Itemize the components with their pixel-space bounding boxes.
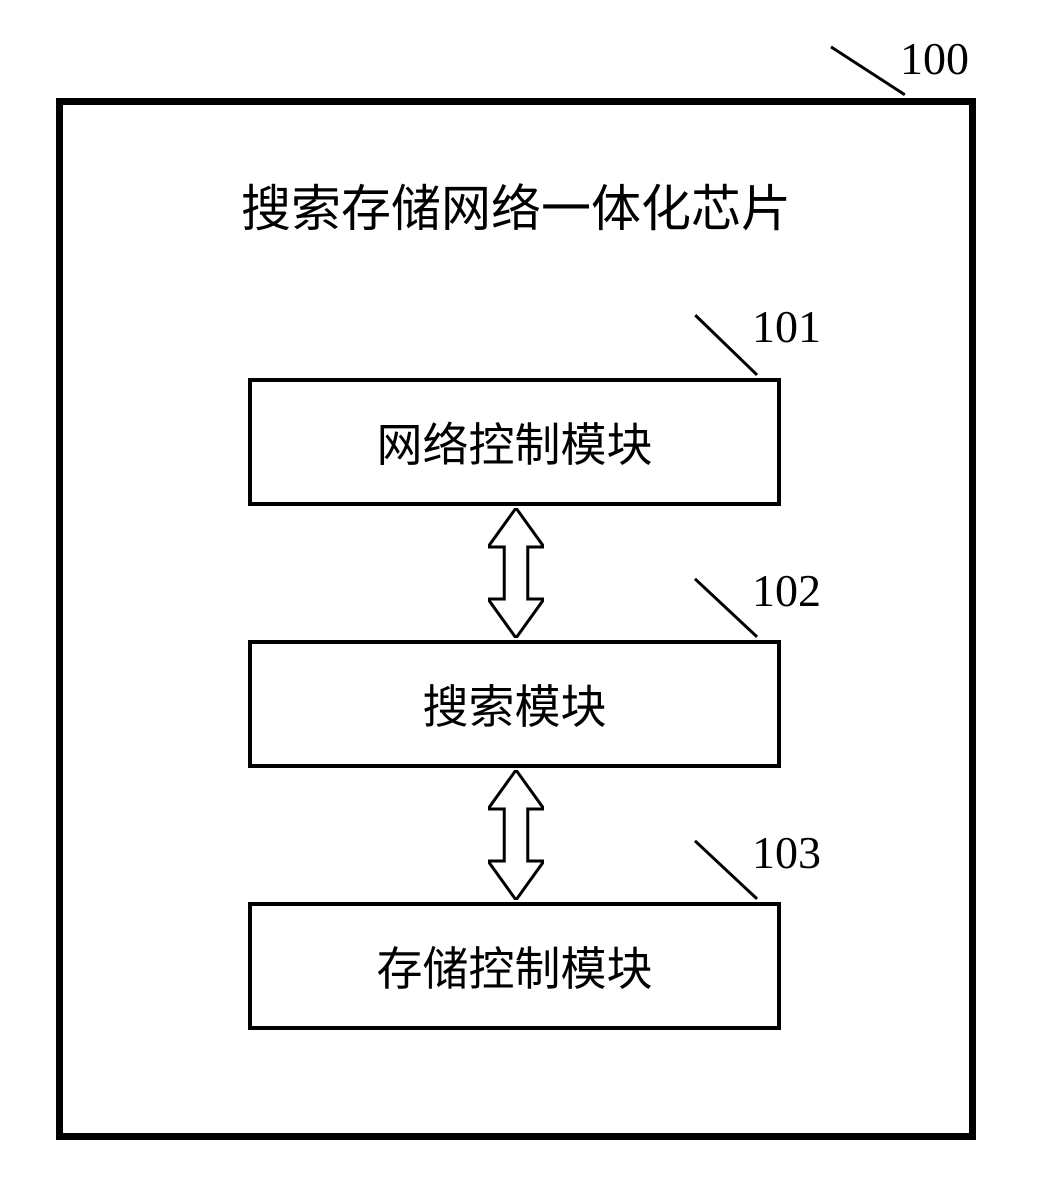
module-search: 搜索模块 bbox=[248, 640, 781, 768]
module-network-control-ref: 101 bbox=[752, 300, 821, 353]
chip-ref-line bbox=[830, 45, 906, 96]
module-storage-control: 存储控制模块 bbox=[248, 902, 781, 1030]
chip-title: 搜索存储网络一体化芯片 bbox=[241, 169, 791, 241]
chip-ref-label: 100 bbox=[900, 32, 969, 85]
bidirectional-arrow-2 bbox=[488, 770, 544, 900]
module-storage-control-ref: 103 bbox=[752, 826, 821, 879]
module-search-ref: 102 bbox=[752, 564, 821, 617]
module-search-label: 搜索模块 bbox=[423, 671, 607, 737]
module-storage-control-label: 存储控制模块 bbox=[377, 933, 653, 999]
module-network-control-label: 网络控制模块 bbox=[377, 409, 653, 475]
bidirectional-arrow-1 bbox=[488, 508, 544, 638]
module-network-control: 网络控制模块 bbox=[248, 378, 781, 506]
